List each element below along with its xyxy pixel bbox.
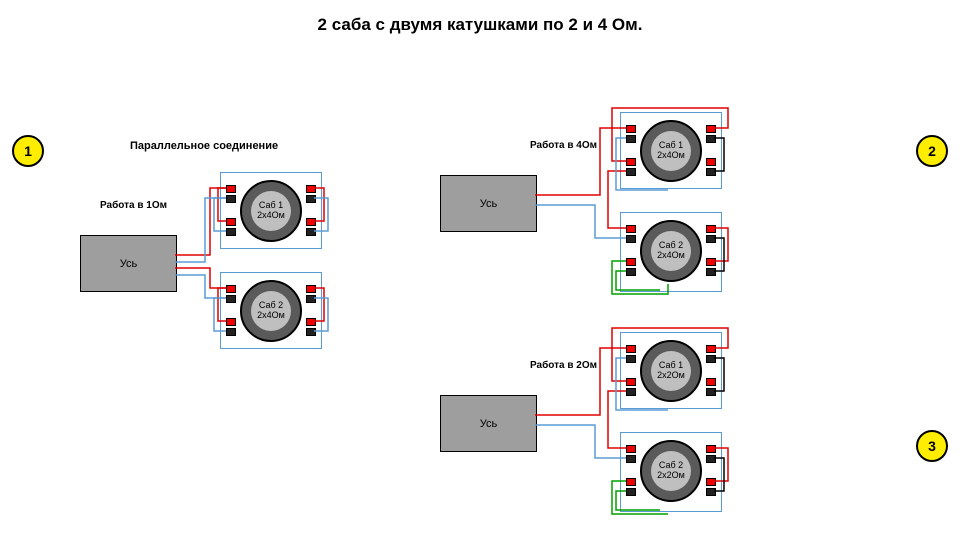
amp-2: Усь — [440, 175, 537, 232]
speaker-3-inner: Саб 1 2х4Ом — [651, 131, 692, 172]
speaker-1-spec: 2х4Ом — [257, 211, 285, 221]
term-1-tr-b — [306, 195, 316, 203]
term-3-tl-r — [626, 125, 636, 133]
term-3-tr-b — [706, 135, 716, 143]
term-2-bl-b — [226, 328, 236, 336]
speaker-6-inner: Саб 2 2х2Ом — [651, 451, 692, 492]
term-2-tr-b — [306, 295, 316, 303]
term-6-br-r — [706, 478, 716, 486]
term-5-tl-r — [626, 345, 636, 353]
speaker-6-spec: 2х2Ом — [657, 471, 685, 481]
term-5-tr-b — [706, 355, 716, 363]
term-6-bl-r — [626, 478, 636, 486]
speaker-1-inner: Саб 1 2х4Ом — [251, 191, 292, 232]
badge-3: 3 — [916, 430, 948, 462]
term-3-tl-b — [626, 135, 636, 143]
label-parallel: Параллельное соединение — [130, 140, 278, 152]
term-4-tl-b — [626, 235, 636, 243]
term-3-br-r — [706, 158, 716, 166]
label-work-1ohm: Работа в 1Ом — [100, 200, 167, 211]
speaker-5-inner: Саб 1 2х2Ом — [651, 351, 692, 392]
speaker-5-spec: 2х2Ом — [657, 371, 685, 381]
term-2-tl-r — [226, 285, 236, 293]
term-4-br-r — [706, 258, 716, 266]
term-1-br-b — [306, 228, 316, 236]
term-3-br-b — [706, 168, 716, 176]
term-1-tl-r — [226, 185, 236, 193]
term-6-bl-b — [626, 488, 636, 496]
speaker-2-inner: Саб 2 2х4Ом — [251, 291, 292, 332]
amp-3-label: Усь — [480, 418, 497, 430]
term-1-tr-r — [306, 185, 316, 193]
amp-3: Усь — [440, 395, 537, 452]
term-3-tr-r — [706, 125, 716, 133]
term-2-br-b — [306, 328, 316, 336]
term-4-tr-r — [706, 225, 716, 233]
term-5-br-r — [706, 378, 716, 386]
term-1-br-r — [306, 218, 316, 226]
term-6-tr-b — [706, 455, 716, 463]
term-2-tl-b — [226, 295, 236, 303]
speaker-6: Саб 2 2х2Ом — [640, 440, 702, 502]
term-6-br-b — [706, 488, 716, 496]
term-6-tr-r — [706, 445, 716, 453]
term-4-bl-b — [626, 268, 636, 276]
term-5-tl-b — [626, 355, 636, 363]
term-5-tr-r — [706, 345, 716, 353]
label-work-4ohm: Работа в 4Ом — [530, 140, 597, 151]
amp-2-label: Усь — [480, 198, 497, 210]
amp-1: Усь — [80, 235, 177, 292]
speaker-3: Саб 1 2х4Ом — [640, 120, 702, 182]
term-4-tl-r — [626, 225, 636, 233]
term-2-bl-r — [226, 318, 236, 326]
term-1-bl-b — [226, 228, 236, 236]
term-3-bl-b — [626, 168, 636, 176]
speaker-4: Саб 2 2х4Ом — [640, 220, 702, 282]
term-5-br-b — [706, 388, 716, 396]
speaker-5: Саб 1 2х2Ом — [640, 340, 702, 402]
speaker-4-inner: Саб 2 2х4Ом — [651, 231, 692, 272]
term-4-tr-b — [706, 235, 716, 243]
term-6-tl-b — [626, 455, 636, 463]
term-1-bl-r — [226, 218, 236, 226]
term-2-br-r — [306, 318, 316, 326]
term-5-bl-r — [626, 378, 636, 386]
term-2-tr-r — [306, 285, 316, 293]
speaker-3-spec: 2х4Ом — [657, 151, 685, 161]
speaker-1: Саб 1 2х4Ом — [240, 180, 302, 242]
label-work-2ohm: Работа в 2Ом — [530, 360, 597, 371]
term-4-br-b — [706, 268, 716, 276]
amp-1-label: Усь — [120, 258, 137, 270]
term-6-tl-r — [626, 445, 636, 453]
speaker-2-spec: 2х4Ом — [257, 311, 285, 321]
speaker-2: Саб 2 2х4Ом — [240, 280, 302, 342]
term-5-bl-b — [626, 388, 636, 396]
badge-2: 2 — [916, 135, 948, 167]
badge-1: 1 — [12, 135, 44, 167]
term-4-bl-r — [626, 258, 636, 266]
page-title: 2 саба с двумя катушками по 2 и 4 Ом. — [0, 15, 960, 35]
term-3-bl-r — [626, 158, 636, 166]
speaker-4-spec: 2х4Ом — [657, 251, 685, 261]
term-1-tl-b — [226, 195, 236, 203]
